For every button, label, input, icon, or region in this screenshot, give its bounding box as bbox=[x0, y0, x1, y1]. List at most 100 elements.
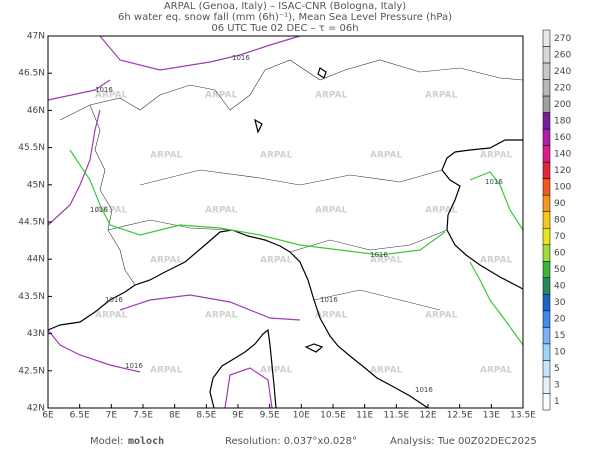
watermark: ARPAL bbox=[370, 256, 403, 266]
watermark: ARPAL bbox=[370, 366, 403, 376]
lon-label: 12.5E bbox=[447, 411, 473, 421]
watermark: ARPAL bbox=[260, 256, 293, 266]
colorbar-box bbox=[542, 161, 551, 179]
colorbar-label: 60 bbox=[554, 249, 566, 259]
border bbox=[89, 104, 136, 286]
border bbox=[107, 169, 448, 311]
colorbar-box bbox=[542, 211, 551, 229]
colorbar-box bbox=[542, 228, 551, 246]
watermark: ARPAL bbox=[150, 256, 183, 266]
elba bbox=[304, 343, 324, 353]
colorbar-label: 120 bbox=[554, 166, 571, 176]
lat-label: 45N bbox=[27, 180, 45, 190]
lat-label: 46N bbox=[27, 106, 45, 116]
colorbar-label: 220 bbox=[554, 83, 571, 93]
colorbar-label: 160 bbox=[554, 133, 571, 143]
watermark: ARPAL bbox=[205, 311, 238, 321]
contour-label: 1016 bbox=[125, 362, 143, 370]
watermark: ARPAL bbox=[480, 366, 513, 376]
colorbar-box bbox=[542, 376, 551, 394]
lon-label: 12E bbox=[419, 411, 436, 421]
header-line: 6h water eq. snow fall (mm (6h)⁻¹), Mean… bbox=[118, 12, 452, 23]
lon-label: 8E bbox=[169, 411, 181, 421]
contour bbox=[47, 35, 301, 409]
colorbar-box bbox=[542, 62, 551, 80]
lon-label: 11E bbox=[356, 411, 373, 421]
lat-label: 46.5N bbox=[18, 69, 45, 79]
watermark: ARPAL bbox=[95, 311, 128, 321]
colorbar-box bbox=[542, 46, 551, 64]
watermarks: ARPAL ARPAL ARPAL ARPAL ARPAL ARPAL ARPAL ARPAL… bbox=[95, 91, 513, 376]
lat-label: 43.5N bbox=[18, 292, 45, 302]
footer-model-label: Model: bbox=[90, 436, 123, 447]
lat-label: 44.5N bbox=[18, 218, 45, 228]
footer-model: moloch bbox=[128, 436, 164, 447]
watermark: ARPAL bbox=[425, 91, 458, 101]
watermark: ARPAL bbox=[260, 151, 293, 161]
colorbar-box bbox=[542, 261, 551, 279]
colorbar-box bbox=[542, 112, 551, 130]
lon-label: 8.5E bbox=[196, 411, 216, 421]
colorbar-box bbox=[542, 343, 551, 361]
colorbar-box bbox=[542, 360, 551, 378]
colorbar-box bbox=[542, 244, 551, 262]
colorbar-label: 270 bbox=[554, 34, 571, 44]
watermark: ARPAL bbox=[315, 206, 348, 216]
watermark: ARPAL bbox=[150, 366, 183, 376]
contour-label: 1016 bbox=[105, 296, 123, 304]
colorbar-label: 90 bbox=[554, 199, 566, 209]
watermark: ARPAL bbox=[315, 91, 348, 101]
colorbar-label: 180 bbox=[554, 116, 571, 126]
contour-label: 1016 bbox=[232, 54, 250, 62]
contour-label: 1016 bbox=[90, 206, 108, 214]
footer-analysis: Analysis: Tue 00Z02DEC2025 bbox=[390, 436, 537, 447]
footer-resolution: Resolution: 0.037°x0.028° bbox=[225, 436, 357, 447]
colorbar-box bbox=[542, 194, 551, 212]
watermark: ARPAL bbox=[205, 206, 238, 216]
lon-label: 9E bbox=[232, 411, 244, 421]
lon-label: 7E bbox=[106, 411, 118, 421]
lon-label: 11.5E bbox=[383, 411, 409, 421]
colorbar-label: 200 bbox=[554, 100, 571, 110]
watermark: ARPAL bbox=[480, 256, 513, 266]
watermark: ARPAL bbox=[315, 311, 348, 321]
colorbar-label: 100 bbox=[554, 182, 571, 192]
lon-label: 10.5E bbox=[320, 411, 346, 421]
coastline bbox=[47, 229, 429, 409]
watermark: ARPAL bbox=[260, 366, 293, 376]
contour-label: 1016 bbox=[95, 86, 113, 94]
colorbar-box bbox=[542, 393, 551, 411]
lake bbox=[317, 67, 327, 79]
pressure-contours bbox=[47, 35, 524, 409]
colorbar-box bbox=[542, 294, 551, 312]
lat-label: 42N bbox=[27, 404, 45, 414]
watermark: ARPAL bbox=[95, 206, 128, 216]
colorbar-label: 80 bbox=[554, 216, 566, 226]
watermark: ARPAL bbox=[370, 151, 403, 161]
lon-label: 7.5E bbox=[133, 411, 153, 421]
lon-label: 9.5E bbox=[260, 411, 280, 421]
lon-label: 6.5E bbox=[70, 411, 90, 421]
colorbar-box bbox=[542, 277, 551, 295]
contour-label: 1016 bbox=[485, 178, 503, 186]
coastlines bbox=[47, 67, 524, 409]
corsica bbox=[209, 328, 277, 409]
lon-label: 10E bbox=[293, 411, 310, 421]
colorbar-box bbox=[542, 327, 551, 345]
colorbar-box bbox=[542, 128, 551, 146]
header-line: ARPAL (Genoa, Italy) – ISAC-CNR (Bologna… bbox=[164, 1, 406, 12]
colorbar-box bbox=[542, 178, 551, 196]
lat-label: 44N bbox=[27, 255, 45, 265]
colorbar-box bbox=[542, 145, 551, 163]
header-line: 06 UTC Tue 02 DEC – τ = 06h bbox=[211, 23, 358, 34]
colorbar-label: 1 bbox=[554, 397, 560, 407]
colorbar-label: 70 bbox=[554, 232, 566, 242]
colorbar-box bbox=[542, 29, 551, 47]
lake bbox=[254, 118, 263, 134]
colorbar-box bbox=[542, 79, 551, 97]
colorbar-label: 40 bbox=[554, 282, 566, 292]
colorbar-label: 10 bbox=[554, 348, 566, 358]
coastline bbox=[441, 139, 524, 290]
colorbar-label: 260 bbox=[554, 50, 571, 60]
